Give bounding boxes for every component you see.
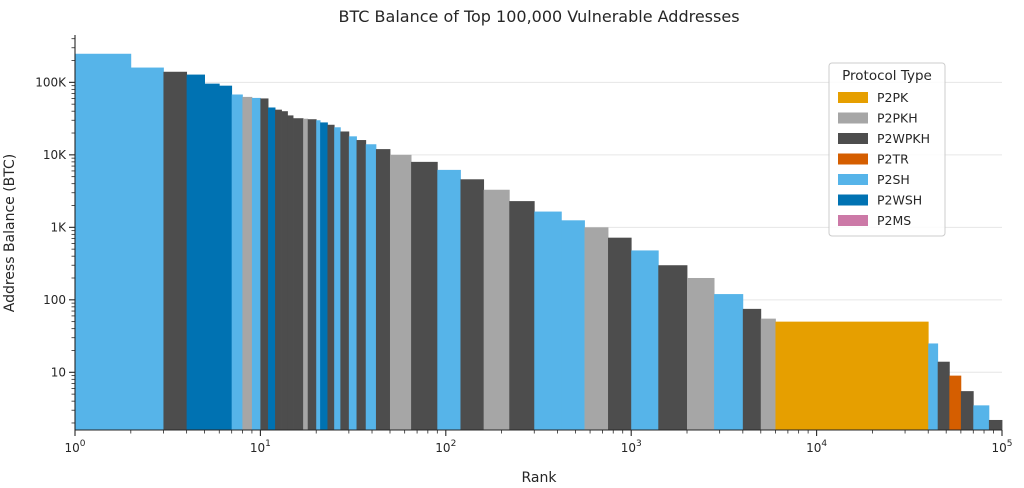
bar-segment-26 xyxy=(389,154,412,430)
legend-label-p2pkh: P2PKH xyxy=(877,111,918,126)
legend-label-p2ms: P2MS xyxy=(877,213,911,228)
legend-swatch-p2wpkh xyxy=(838,133,868,144)
y-tick-label-1: 100 xyxy=(43,293,66,307)
bar-segment-39 xyxy=(714,294,744,430)
bar-segment-38 xyxy=(687,277,715,430)
bar-segment-9 xyxy=(260,98,269,430)
bar-segment-45 xyxy=(949,375,962,430)
y-axis-label: Address Balance (BTC) xyxy=(2,154,18,313)
axes xyxy=(74,35,1002,431)
chart-title: BTC Balance of Top 100,000 Vulnerable Ad… xyxy=(338,7,739,26)
bar-segment-1 xyxy=(130,67,164,431)
x-tick-label-5: 105 xyxy=(991,439,1012,455)
legend-label-p2pk: P2PK xyxy=(877,90,909,105)
bar-segment-2 xyxy=(163,71,188,430)
bar-segment-22 xyxy=(348,136,357,431)
bar-segment-17 xyxy=(316,120,321,430)
x-axis-ticks: 100 101 102 103 104 105 xyxy=(64,430,1013,455)
legend-swatch-p2pk xyxy=(838,92,868,103)
y-axis-ticks: 10 100 1K 10K 100K xyxy=(35,38,75,424)
bar-segment-46 xyxy=(960,391,974,430)
y-tick-label-4: 100K xyxy=(35,75,67,89)
bar-segment-36 xyxy=(631,250,659,430)
bar-segment-35 xyxy=(608,237,632,430)
bar-segment-29 xyxy=(460,179,485,430)
bar-segment-34 xyxy=(584,227,609,430)
x-tick-label-0: 100 xyxy=(64,439,85,455)
bar-segment-15 xyxy=(303,118,309,431)
bar-segment-13 xyxy=(287,115,294,430)
x-tick-label-4: 104 xyxy=(806,439,827,455)
x-axis-label: Rank xyxy=(522,470,558,486)
bar-segment-41 xyxy=(760,318,776,430)
legend-box xyxy=(828,62,946,237)
bar-segment-6 xyxy=(231,94,243,430)
legend-swatch-p2wsh xyxy=(838,194,868,206)
bar-segment-10 xyxy=(268,107,276,430)
legend-swatch-p2tr xyxy=(838,153,868,165)
bar-segment-8 xyxy=(251,97,261,431)
legend-label-p2wpkh: P2WPKH xyxy=(877,131,930,146)
bar-segment-28 xyxy=(437,169,461,431)
bar-segment-18 xyxy=(320,122,328,430)
bar-segment-33 xyxy=(561,220,585,430)
plot-area xyxy=(75,53,1003,431)
bar-segment-7 xyxy=(242,96,253,431)
legend-title: Protocol Type xyxy=(842,68,932,84)
x-tick-label-3: 103 xyxy=(621,439,642,455)
bar-segment-27 xyxy=(411,161,438,430)
bar-segment-31 xyxy=(509,201,535,430)
legend-swatch-p2ms xyxy=(838,215,868,226)
bar-segment-16 xyxy=(307,119,317,430)
x-tick-label-2: 102 xyxy=(435,439,456,455)
y-tick-label-3: 10K xyxy=(43,148,67,162)
bar-segment-14 xyxy=(293,118,304,431)
y-tick-label-0: 10 xyxy=(51,365,66,379)
bar-segment-42 xyxy=(775,321,929,430)
bar-segment-11 xyxy=(275,109,282,431)
bar-segment-40 xyxy=(742,308,762,430)
legend-label-p2sh: P2SH xyxy=(877,172,910,187)
x-tick-label-1: 101 xyxy=(250,439,271,455)
bar-segment-0 xyxy=(75,53,132,430)
bar-segment-37 xyxy=(658,265,688,430)
legend-label-p2tr: P2TR xyxy=(877,152,909,167)
bar-segment-48 xyxy=(988,419,1003,430)
bar-segment-43 xyxy=(928,343,939,430)
bar-segment-23 xyxy=(356,140,367,430)
bar-segment-25 xyxy=(375,149,391,430)
bar-segment-3 xyxy=(186,74,205,430)
y-tick-label-2: 1K xyxy=(50,220,67,234)
bar-segment-21 xyxy=(340,131,350,430)
bar-segment-47 xyxy=(973,405,990,430)
bar-segment-19 xyxy=(327,124,335,431)
legend-label-p2wsh: P2WSH xyxy=(877,193,922,208)
bar-segment-20 xyxy=(334,127,341,431)
legend: Protocol Type P2PK P2PKH P2WPKH P2TR P2SH P2WS… xyxy=(828,62,946,237)
bar-segment-44 xyxy=(937,361,950,430)
legend-swatch-p2pkh xyxy=(838,112,868,124)
bar-segment-24 xyxy=(365,144,377,430)
bar-segment-12 xyxy=(281,111,288,430)
bar-segment-32 xyxy=(534,211,562,430)
bar-segment-30 xyxy=(483,189,510,430)
bar-segment-5 xyxy=(219,85,233,431)
bar-segment-4 xyxy=(204,83,220,430)
legend-swatch-p2sh xyxy=(838,174,868,185)
